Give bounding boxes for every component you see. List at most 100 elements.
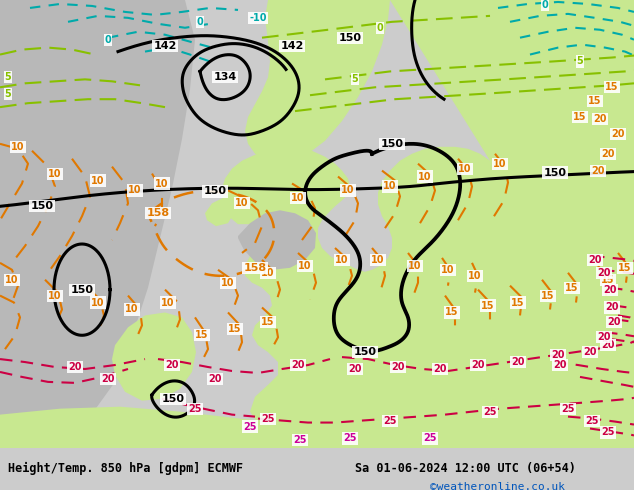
Text: 10: 10: [372, 255, 385, 265]
Text: 10: 10: [11, 142, 25, 152]
Text: 10: 10: [48, 291, 61, 300]
Text: 25: 25: [188, 404, 202, 414]
Text: 15: 15: [195, 330, 209, 340]
Text: 20: 20: [68, 362, 82, 372]
Text: 20: 20: [348, 364, 362, 374]
Text: 5: 5: [4, 73, 11, 82]
Text: 20: 20: [603, 285, 617, 294]
Text: 20: 20: [551, 350, 565, 360]
Text: 20: 20: [601, 149, 615, 159]
Polygon shape: [205, 198, 234, 226]
Polygon shape: [222, 0, 634, 448]
Text: 10: 10: [261, 268, 275, 278]
Text: 10: 10: [291, 194, 305, 203]
Text: 15: 15: [573, 112, 586, 122]
Text: 20: 20: [593, 114, 607, 124]
Text: 25: 25: [243, 421, 257, 432]
Text: 25: 25: [424, 434, 437, 443]
Text: 10: 10: [335, 255, 349, 265]
Text: 15: 15: [228, 324, 242, 334]
Text: 20: 20: [471, 360, 485, 370]
Text: 0: 0: [105, 35, 112, 45]
Text: 142: 142: [153, 41, 177, 50]
Text: 10: 10: [341, 185, 355, 196]
Text: 25: 25: [561, 404, 575, 414]
Text: 20: 20: [208, 374, 222, 384]
Text: 150: 150: [543, 168, 567, 177]
Text: 25: 25: [585, 416, 598, 426]
Text: 20: 20: [611, 129, 624, 139]
Text: 20: 20: [597, 332, 611, 342]
Polygon shape: [0, 407, 634, 448]
Text: 0: 0: [541, 0, 548, 10]
Text: 15: 15: [601, 275, 615, 285]
Text: 150: 150: [339, 33, 361, 43]
Text: 150: 150: [30, 201, 53, 211]
Text: 20: 20: [433, 364, 447, 374]
Text: 15: 15: [261, 318, 275, 327]
Polygon shape: [238, 210, 316, 270]
Text: -10: -10: [249, 13, 267, 23]
Text: 15: 15: [445, 307, 459, 318]
Text: 150: 150: [162, 394, 184, 404]
Text: 20: 20: [101, 374, 115, 384]
Text: 5: 5: [4, 89, 11, 99]
Text: 142: 142: [280, 41, 304, 50]
Text: 15: 15: [541, 291, 555, 300]
Text: 10: 10: [469, 271, 482, 281]
Text: 10: 10: [155, 178, 169, 189]
Text: 10: 10: [441, 265, 455, 275]
Text: 15: 15: [566, 283, 579, 293]
Text: 158: 158: [146, 208, 169, 218]
Text: 20: 20: [588, 255, 602, 265]
Text: 10: 10: [91, 175, 105, 186]
Text: 0: 0: [197, 17, 204, 27]
Text: 150: 150: [204, 186, 226, 196]
Text: 10: 10: [91, 297, 105, 308]
Text: 25: 25: [383, 416, 397, 426]
Text: 0: 0: [377, 23, 384, 33]
Text: 10: 10: [408, 261, 422, 271]
Text: 10: 10: [383, 181, 397, 192]
Text: 20: 20: [607, 318, 621, 327]
Text: 150: 150: [380, 139, 403, 149]
Polygon shape: [352, 327, 390, 365]
Text: 20: 20: [291, 360, 305, 370]
Text: 25: 25: [343, 434, 357, 443]
Text: 15: 15: [481, 300, 495, 311]
Text: ©weatheronline.co.uk: ©weatheronline.co.uk: [430, 482, 565, 490]
Polygon shape: [284, 270, 330, 342]
Text: 158: 158: [243, 263, 266, 273]
Text: 10: 10: [221, 278, 235, 288]
Text: 15: 15: [511, 297, 525, 308]
Text: 10: 10: [126, 304, 139, 315]
Text: 10: 10: [235, 198, 249, 208]
Text: 25: 25: [294, 436, 307, 445]
Text: 20: 20: [553, 360, 567, 370]
Text: 20: 20: [583, 347, 597, 357]
Text: 20: 20: [165, 360, 179, 370]
Text: 10: 10: [128, 185, 142, 196]
Text: 20: 20: [605, 302, 619, 313]
Text: 10: 10: [458, 164, 472, 173]
Text: 15: 15: [605, 82, 619, 92]
Text: 10: 10: [5, 275, 19, 285]
Text: Sa 01-06-2024 12:00 UTC (06+54): Sa 01-06-2024 12:00 UTC (06+54): [355, 462, 576, 475]
Text: 5: 5: [352, 74, 358, 84]
Text: 15: 15: [618, 263, 631, 273]
Text: 20: 20: [601, 340, 615, 350]
Text: 25: 25: [601, 427, 615, 438]
Text: 5: 5: [577, 56, 583, 67]
Text: 25: 25: [483, 407, 497, 416]
Text: 20: 20: [592, 166, 605, 175]
Text: 20: 20: [597, 268, 611, 278]
Polygon shape: [0, 0, 195, 448]
Text: 10: 10: [493, 159, 507, 169]
Text: 10: 10: [418, 172, 432, 182]
Text: 15: 15: [588, 96, 602, 106]
Text: 10: 10: [298, 261, 312, 271]
Text: 20: 20: [391, 362, 404, 372]
Text: 150: 150: [354, 347, 377, 357]
Text: Height/Temp. 850 hPa [gdpm] ECMWF: Height/Temp. 850 hPa [gdpm] ECMWF: [8, 462, 243, 475]
Polygon shape: [112, 313, 196, 401]
